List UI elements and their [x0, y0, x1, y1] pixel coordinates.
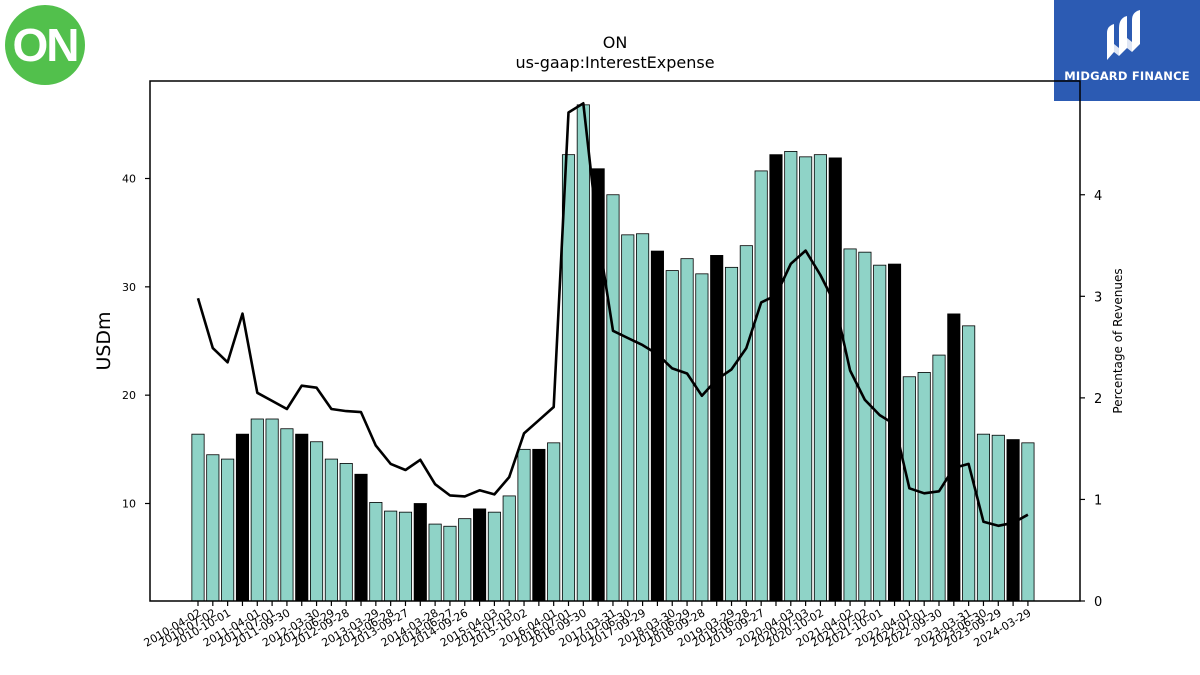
bar-2020-10-02	[813, 154, 827, 602]
y-right-tick-label: 0	[1094, 595, 1102, 610]
x-axis: 2010-04-022010-07-022010-10-012011-04-01…	[142, 601, 1033, 650]
bar-2018-12-31	[710, 255, 724, 602]
midgard-finance-logo: MIDGARD FINANCE	[1054, 0, 1200, 101]
bar-2015-12-31	[532, 448, 546, 602]
y-right-tick-label: 3	[1094, 290, 1102, 305]
bar-2020-07-03	[799, 156, 813, 602]
percentage-line	[196, 102, 1029, 528]
bar-2010-04-02	[191, 433, 205, 602]
y-axis-right-label: Percentage of Revenues	[1111, 268, 1125, 413]
bar-2012-09-28	[339, 463, 353, 602]
bar-2014-12-31	[473, 508, 487, 602]
bar-2012-12-31	[354, 473, 368, 602]
bar-2012-03-30	[310, 441, 324, 602]
bar-2015-07-03	[502, 495, 516, 602]
on-logo-text: ON	[12, 19, 80, 71]
y-axis-left: 10 20 30 40	[122, 173, 150, 511]
y-tick-label: 10	[122, 498, 136, 511]
midgard-mark-icon	[1107, 10, 1140, 60]
bar-2010-12-31	[235, 433, 250, 602]
bar-2011-04-01	[250, 418, 264, 602]
bar-2022-09-30	[932, 354, 946, 602]
line-layer	[196, 102, 1029, 528]
bar-2022-07-01	[917, 372, 931, 602]
y-tick-label: 40	[122, 173, 136, 186]
bar-2013-12-31	[413, 503, 427, 602]
plot-frame	[149, 80, 1081, 602]
bar-2017-12-31	[650, 250, 664, 602]
bar-2010-07-02	[206, 454, 220, 602]
midgard-brand-text: MIDGARD FINANCE	[1064, 69, 1190, 83]
on-logo: ON	[5, 5, 85, 85]
bar-2019-09-27	[754, 170, 768, 602]
bar-2020-12-31	[828, 157, 842, 602]
bar-2022-12-31	[947, 313, 961, 602]
bar-2013-09-27	[398, 511, 413, 602]
bar-2014-03-28	[428, 523, 442, 602]
bar-2011-07-01	[265, 418, 279, 602]
bar-2015-10-02	[517, 448, 531, 602]
bar-2012-06-29	[324, 458, 338, 602]
bar-2023-09-29	[991, 434, 1005, 602]
bar-2011-09-30	[280, 428, 294, 602]
bar-2021-10-01	[873, 264, 887, 602]
bar-2019-03-29	[724, 266, 739, 602]
bar-2021-04-02	[843, 248, 857, 602]
bar-2010-10-01	[221, 458, 235, 602]
bar-2015-04-03	[487, 511, 501, 602]
bar-2016-09-30	[576, 104, 590, 602]
bar-2018-03-30	[665, 270, 679, 602]
bar-2024-03-29	[1021, 442, 1035, 602]
y-right-tick-label: 4	[1094, 189, 1102, 204]
bar-2013-06-28	[384, 510, 398, 602]
bar-2011-12-31	[295, 433, 309, 602]
bar-2014-09-26	[458, 518, 472, 602]
bar-2018-06-29	[680, 258, 694, 602]
bar-2017-09-29	[636, 233, 650, 602]
bar-2019-06-28	[739, 245, 753, 602]
y-tick-label: 20	[122, 389, 136, 402]
y-axis-label: USDm	[93, 311, 115, 370]
y-tick-label: 30	[122, 281, 136, 294]
bar-2017-06-30	[621, 234, 635, 602]
bar-2016-04-01	[547, 442, 561, 602]
bar-2013-03-29	[369, 502, 383, 602]
y-right-tick-label: 1	[1094, 493, 1102, 508]
bar-2014-06-27	[443, 525, 457, 602]
y-axis-right: 0 1 2 3 4	[1080, 189, 1102, 610]
y-right-tick-label: 2	[1094, 392, 1102, 407]
bar-2017-03-31	[606, 194, 620, 602]
bar-2018-09-28	[695, 273, 709, 602]
bar-2019-12-31	[769, 154, 783, 602]
bar-2021-12-31	[887, 263, 902, 602]
bar-2020-04-03	[784, 151, 798, 602]
bar-2021-07-02	[858, 251, 872, 602]
chart-title: ON	[603, 33, 628, 52]
bars-layer	[191, 104, 1035, 602]
chart-subtitle: us-gaap:InterestExpense	[515, 53, 714, 72]
